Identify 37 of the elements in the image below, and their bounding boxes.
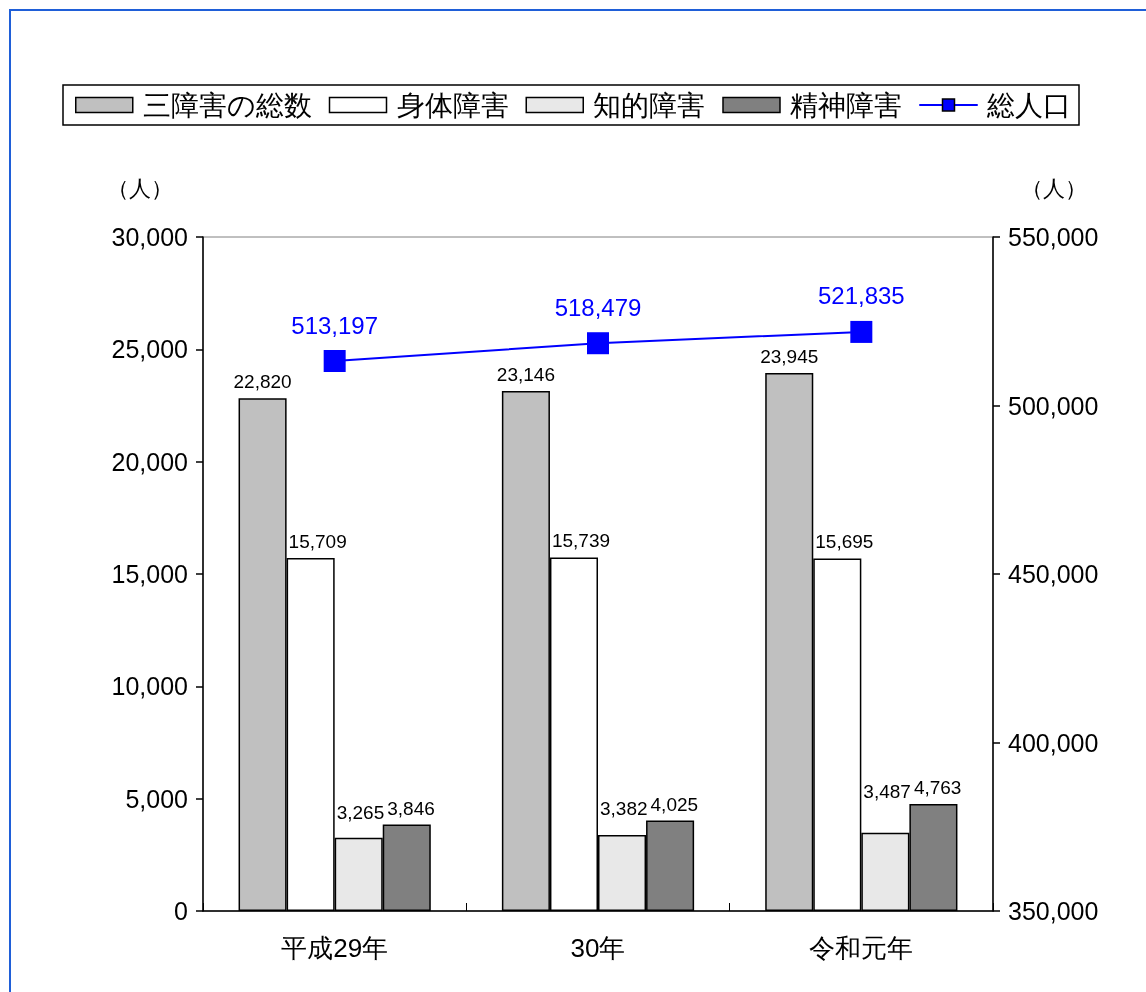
y-tick-label: 20,000 bbox=[111, 447, 188, 476]
y-tick-label: 25,000 bbox=[111, 335, 188, 364]
data-label: 23,945 bbox=[760, 346, 819, 368]
data-label: 15,695 bbox=[815, 531, 874, 553]
data-label: 3,846 bbox=[387, 797, 435, 819]
data-label: 15,709 bbox=[288, 531, 347, 553]
x-tick-label: 令和元年 bbox=[809, 933, 914, 963]
x-tick-label: 30年 bbox=[570, 933, 626, 963]
data-label: 15,739 bbox=[551, 530, 611, 552]
legend-label: 知的障害 bbox=[593, 89, 706, 121]
y2-axis-title: （人） bbox=[1021, 175, 1087, 201]
data-label: 3,265 bbox=[336, 801, 385, 823]
y2-tick-label: 550,000 bbox=[1008, 223, 1099, 251]
y-tick-label: 0 bbox=[174, 897, 188, 925]
data-label: 3,487 bbox=[863, 780, 911, 802]
data-label: 4,025 bbox=[650, 793, 699, 815]
y-tick-label: 15,000 bbox=[111, 560, 188, 588]
y2-tick-label: 350,000 bbox=[1008, 897, 1099, 925]
data-label: 518,479 bbox=[554, 293, 642, 321]
legend-label: 総人口 bbox=[986, 89, 1071, 121]
y-tick-label: 5,000 bbox=[125, 784, 188, 813]
y-axis-title: （人） bbox=[107, 175, 173, 201]
legend-label: 身体障害 bbox=[396, 89, 509, 121]
legend-label: 三障害の総数 bbox=[142, 89, 312, 121]
data-label: 22,820 bbox=[233, 371, 292, 393]
data-label: 3,382 bbox=[600, 797, 648, 819]
data-label: 23,146 bbox=[496, 363, 555, 385]
data-label: 4,763 bbox=[913, 776, 962, 798]
y2-tick-label: 400,000 bbox=[1008, 728, 1099, 757]
y2-tick-label: 450,000 bbox=[1008, 560, 1099, 588]
data-label: 513,197 bbox=[291, 311, 379, 339]
x-tick-label: 平成29年 bbox=[281, 933, 389, 963]
data-label: 521,835 bbox=[817, 282, 905, 310]
y2-tick-label: 500,000 bbox=[1008, 391, 1099, 420]
legend-label: 精神障害 bbox=[790, 89, 902, 121]
y-tick-label: 30,000 bbox=[111, 223, 188, 251]
y-tick-label: 10,000 bbox=[111, 672, 188, 701]
